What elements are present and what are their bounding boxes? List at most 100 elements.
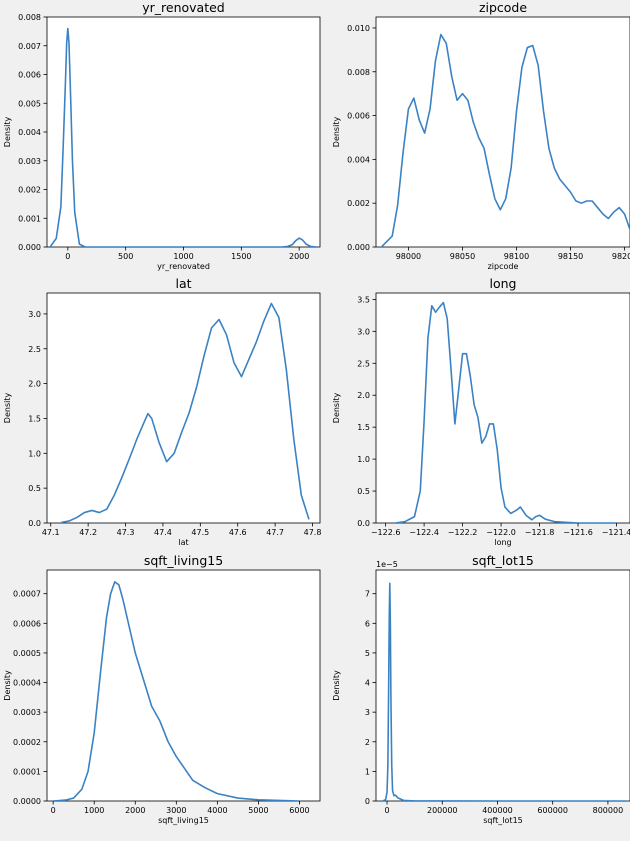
- x-tick-label: 0: [65, 252, 70, 261]
- x-tick-label: −121.8: [525, 528, 555, 537]
- y-axis-label: Density: [332, 393, 341, 424]
- y-tick-label: 0.006: [18, 71, 41, 80]
- density-line: [52, 581, 301, 801]
- y-tick-label: 0.0: [357, 519, 370, 528]
- y-tick-label: 5: [365, 649, 370, 658]
- x-tick-label: 47.3: [117, 528, 135, 537]
- x-tick-label: 47.2: [79, 528, 97, 537]
- y-tick-label: 0.0000: [13, 797, 41, 806]
- y-tick-label: 3.0: [28, 310, 41, 319]
- x-tick-label: 800000: [593, 806, 624, 815]
- y-tick-label: 0: [365, 797, 370, 806]
- x-tick-label: 47.6: [229, 528, 247, 537]
- axes-frame: [375, 292, 630, 524]
- y-tick-label: 1.0: [357, 455, 370, 464]
- x-tick-label: 2000: [125, 806, 145, 815]
- y-tick-label: 0.001: [18, 214, 41, 223]
- x-axis-label: long: [494, 538, 511, 547]
- subplot-title: lat: [175, 276, 191, 291]
- x-tick-label: −121.6: [563, 528, 593, 537]
- x-tick-label: −122.4: [409, 528, 439, 537]
- subplot-sqft-lot15: 0 200000 400000 600000 800000 0 1 2 3 4 5 6 7 sqft_lo…: [332, 553, 630, 825]
- y-tick-label: 0.0004: [13, 679, 41, 688]
- x-tick-label: 0: [51, 806, 56, 815]
- density-line: [380, 33, 630, 247]
- density-line: [61, 302, 310, 523]
- y-tick-label: 0.008: [347, 68, 370, 77]
- x-axis-label: zipcode: [488, 262, 519, 271]
- x-tick-label: 47.8: [304, 528, 322, 537]
- y-tick-label: 0.004: [18, 128, 41, 137]
- y-axis-label: Density: [3, 393, 12, 424]
- axes-frame: [46, 16, 321, 248]
- axes-frame: [46, 569, 321, 802]
- y-tick-label: 2.5: [28, 345, 41, 354]
- y-axis-label: Density: [332, 117, 341, 148]
- x-tick-label: −121.4: [602, 528, 630, 537]
- y-tick-label: 0.002: [347, 199, 370, 208]
- x-tick-label: 98050: [450, 252, 475, 261]
- y-tick-label: 0.0001: [13, 767, 41, 776]
- y-tick-label: 2.5: [357, 359, 370, 368]
- x-tick-label: 600000: [537, 806, 568, 815]
- y-tick-label: 0.008: [18, 13, 41, 22]
- y-tick-label: 1.5: [28, 414, 41, 423]
- y-tick-label: 0.002: [18, 186, 41, 195]
- x-tick-label: 3000: [166, 806, 186, 815]
- y-tick-label: 0.005: [18, 99, 41, 108]
- y-tick-label: 1.0: [28, 449, 41, 458]
- y-tick-label: 0.010: [347, 24, 370, 33]
- subplot-title: sqft_living15: [144, 553, 223, 568]
- y-tick-label: 0.0003: [13, 708, 41, 717]
- x-tick-label: 400000: [482, 806, 513, 815]
- y-tick-label: 1: [365, 767, 370, 776]
- subplot-sqft-living15: 0 1000 2000 3000 4000 5000 6000 0.0000 0.0001 0.0…: [3, 553, 321, 825]
- x-tick-label: 47.7: [266, 528, 284, 537]
- y-tick-label: 3.5: [357, 295, 370, 304]
- x-tick-label: 6000: [289, 806, 309, 815]
- x-tick-label: 47.4: [154, 528, 172, 537]
- x-tick-label: −122.2: [448, 528, 478, 537]
- y-tick-label: 0.0002: [13, 738, 41, 747]
- x-tick-label: −122.0: [486, 528, 516, 537]
- y-tick-label: 2.0: [28, 380, 41, 389]
- x-tick-label: 5000: [248, 806, 268, 815]
- y-tick-label: 0.000: [347, 243, 370, 252]
- y-tick-label: 3.0: [357, 327, 370, 336]
- x-axis-label: yr_renovated: [157, 262, 210, 271]
- x-tick-label: 0: [384, 806, 389, 815]
- y-tick-label: 7: [365, 590, 370, 599]
- subplot-title: long: [490, 276, 517, 291]
- axes-frame: [375, 569, 630, 802]
- y-tick-label: 0.003: [18, 157, 41, 166]
- x-tick-label: 47.1: [42, 528, 60, 537]
- density-line: [49, 27, 318, 247]
- subplot-title: zipcode: [479, 0, 527, 15]
- x-tick-label: −122.6: [371, 528, 401, 537]
- x-axis-label: sqft_lot15: [483, 816, 523, 825]
- y-offset-text: 1e−5: [376, 560, 398, 569]
- x-tick-label: 500: [118, 252, 133, 261]
- x-tick-label: 2000: [289, 252, 309, 261]
- x-tick-label: 1500: [231, 252, 251, 261]
- x-tick-label: 98100: [504, 252, 529, 261]
- y-tick-label: 0.000: [18, 243, 41, 252]
- y-tick-label: 0.007: [18, 42, 41, 51]
- y-tick-label: 0.0006: [13, 619, 41, 628]
- y-axis-label: Density: [332, 670, 341, 701]
- y-tick-label: 6: [365, 619, 370, 628]
- x-tick-label: 98150: [558, 252, 583, 261]
- y-tick-label: 2: [365, 738, 370, 747]
- y-tick-label: 1.5: [357, 423, 370, 432]
- y-tick-label: 3: [365, 708, 370, 717]
- y-tick-label: 0.5: [357, 487, 370, 496]
- x-tick-label: 98000: [396, 252, 421, 261]
- x-axis-label: sqft_living15: [158, 816, 209, 825]
- y-tick-label: 4: [365, 679, 370, 688]
- y-tick-label: 2.0: [357, 391, 370, 400]
- x-tick-label: 47.5: [191, 528, 209, 537]
- x-axis-label: lat: [178, 538, 188, 547]
- subplot-yr-renovated: 0 500 1000 1500 2000 0.000 0.001 0.002 0.003 0.00…: [3, 0, 321, 271]
